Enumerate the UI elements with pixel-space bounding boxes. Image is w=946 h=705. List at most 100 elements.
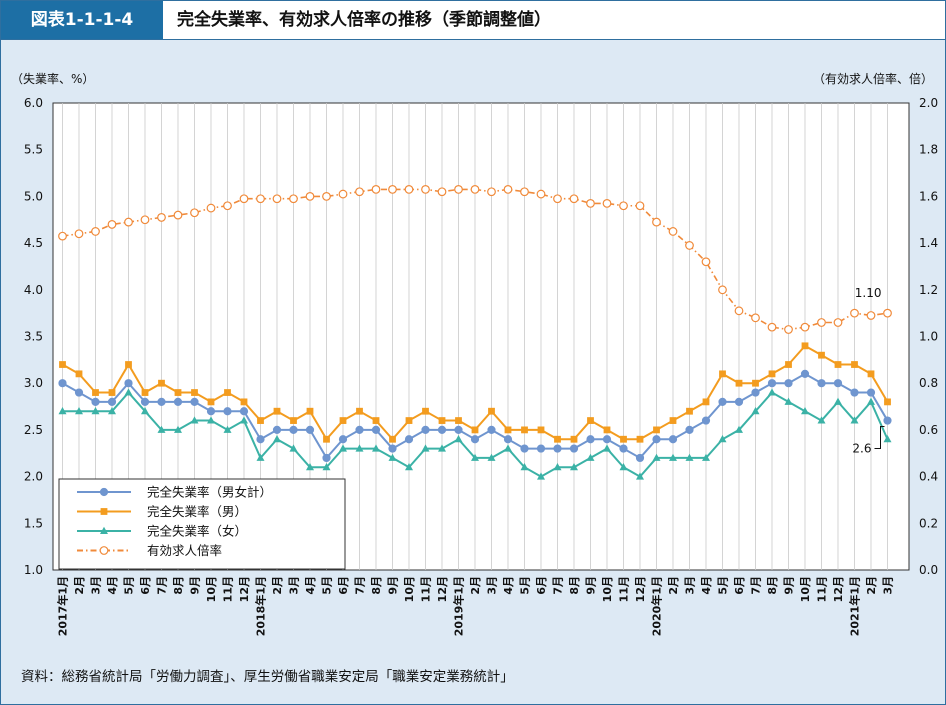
x-tick-label: 8月: [172, 576, 185, 595]
x-tick-label: 10月: [799, 576, 812, 602]
data-point: [239, 407, 249, 416]
x-tick-label: 6月: [337, 576, 350, 595]
data-point: [306, 407, 314, 415]
data-point: [718, 435, 727, 443]
data-point: [323, 435, 330, 443]
data-point: [718, 285, 727, 295]
y-tick-right: 2.0: [919, 96, 938, 110]
data-point: [652, 435, 661, 444]
x-tick-label: 2月: [865, 576, 878, 595]
data-point: [751, 388, 760, 397]
data-point: [883, 416, 892, 425]
data-point: [586, 199, 595, 208]
legend-marker: [100, 526, 108, 534]
x-tick-label: 2020年1月: [650, 576, 664, 636]
data-point: [305, 425, 315, 434]
data-point: [520, 187, 529, 197]
data-point: [800, 322, 810, 332]
y-tick-left: 1.5: [24, 516, 43, 530]
data-point: [223, 407, 232, 416]
data-point: [767, 322, 777, 332]
y-tick-right: 1.2: [919, 283, 938, 297]
data-point: [503, 184, 513, 194]
data-point: [404, 184, 414, 194]
x-tick-label: 10月: [601, 576, 614, 602]
data-point: [305, 191, 315, 201]
y-tick-right: 1.8: [919, 143, 938, 157]
data-point: [371, 425, 381, 434]
data-point: [405, 417, 413, 424]
data-point: [603, 444, 611, 452]
data-point: [553, 444, 562, 453]
data-point: [239, 194, 249, 204]
data-label: 1.10: [855, 286, 882, 300]
data-point: [58, 379, 67, 388]
data-point: [471, 453, 479, 461]
data-point: [603, 426, 611, 434]
data-point: [735, 379, 743, 387]
data-point: [191, 389, 198, 396]
x-tick-label: 5月: [321, 576, 334, 595]
data-point: [701, 416, 711, 425]
data-point: [454, 435, 463, 443]
data-point: [734, 397, 744, 406]
x-tick-label: 2月: [667, 576, 680, 595]
data-point: [503, 435, 513, 444]
data-point: [702, 453, 710, 461]
data-point: [520, 463, 529, 471]
y-tick-right: 1.4: [919, 236, 938, 250]
data-point: [174, 425, 182, 433]
x-tick-label: 7月: [750, 576, 763, 595]
data-point: [470, 435, 480, 444]
data-point: [174, 389, 182, 396]
data-point: [537, 426, 545, 434]
data-point: [108, 389, 116, 396]
x-tick-label: 12月: [436, 576, 449, 602]
data-point: [586, 435, 595, 444]
data-point: [59, 361, 66, 368]
data-point: [833, 379, 843, 388]
data-point: [488, 407, 495, 415]
x-tick-label: 12月: [832, 576, 845, 602]
data-point: [92, 389, 99, 396]
x-tick-label: 2018年1月: [254, 576, 268, 636]
data-point: [141, 389, 149, 396]
data-point: [58, 407, 67, 415]
data-point: [107, 397, 117, 406]
data-point: [74, 388, 84, 397]
data-point: [866, 388, 876, 397]
data-point: [619, 201, 628, 211]
y-tick-right: 0.0: [919, 563, 938, 577]
data-point: [569, 194, 579, 204]
data-point: [256, 453, 265, 461]
data-point: [454, 425, 463, 434]
x-tick-label: 12月: [634, 576, 647, 602]
legend-marker: [99, 546, 109, 555]
data-point: [636, 472, 644, 480]
data-point: [768, 388, 776, 396]
data-point: [619, 444, 628, 453]
data-point: [289, 444, 298, 452]
data-point: [718, 397, 727, 406]
data-point: [421, 184, 430, 194]
data-point: [158, 379, 165, 387]
y-tick-right: 0.4: [919, 470, 938, 484]
data-point: [124, 217, 133, 227]
data-point: [355, 425, 364, 434]
legend: 完全失業率（男女計） 完全失業率（男） 完全失業率（女） 有効求人倍率: [58, 478, 346, 570]
y-tick-right: 1.6: [919, 189, 938, 203]
data-point: [388, 453, 397, 461]
data-point: [850, 308, 859, 318]
series-3: [58, 184, 892, 334]
data-point: [685, 425, 694, 434]
x-tick-label: 2月: [271, 576, 284, 595]
data-point: [504, 426, 512, 434]
data-point: [289, 194, 298, 204]
data-point: [817, 416, 826, 424]
series-1: [59, 342, 891, 443]
data-point: [487, 453, 496, 461]
data-point: [322, 463, 331, 471]
data-point: [421, 444, 430, 452]
data-label-leader: [874, 426, 885, 450]
